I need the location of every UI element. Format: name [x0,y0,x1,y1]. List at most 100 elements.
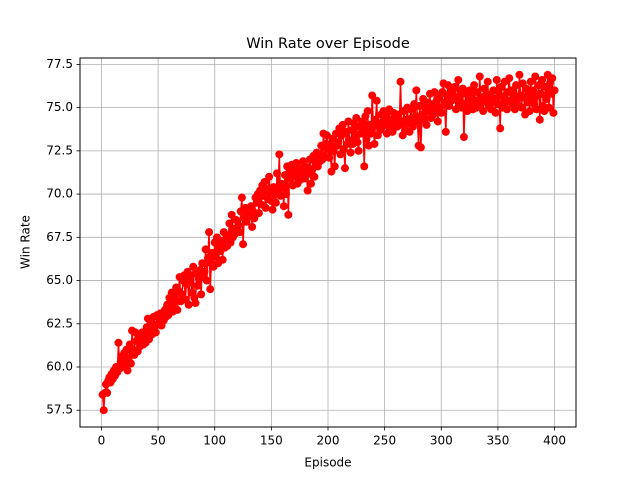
y-tick-label: 72.5 [46,143,73,157]
y-tick-label: 65.0 [46,273,73,287]
data-point [502,105,511,114]
data-point [126,359,135,368]
data-point [531,72,540,81]
data-point [372,96,381,105]
y-tick-label: 75.0 [46,100,73,114]
data-point [103,388,112,397]
data-point [278,183,287,192]
data-point [211,252,220,261]
data-point [459,133,468,142]
data-point [367,129,376,138]
data-point [235,228,244,237]
data-point [250,214,259,223]
x-tick-label: 200 [317,434,340,448]
data-point [412,86,421,95]
x-tick-label: 400 [543,434,566,448]
data-point [517,103,526,112]
y-tick-label: 62.5 [46,316,73,330]
data-point [515,70,524,79]
data-point [526,77,535,86]
data-point [529,86,538,95]
data-point [454,75,463,84]
data-point [268,205,277,214]
data-point [260,177,269,186]
data-point [284,210,293,219]
data-point [444,81,453,90]
data-point [470,81,479,90]
data-point [261,203,270,212]
data-point [544,103,553,112]
data-point [310,172,319,181]
data-point [532,105,541,114]
data-point [99,406,108,415]
data-point [549,108,558,117]
data-point [307,179,316,188]
data-point [396,77,405,86]
x-tick-label: 150 [260,434,283,448]
data-point [450,82,459,91]
plot-area [98,70,559,415]
data-point [548,74,557,83]
x-tick-label: 100 [203,434,226,448]
data-point [346,148,355,157]
data-point [363,107,372,116]
x-tick-label: 300 [430,434,453,448]
data-point [227,210,236,219]
data-point [512,81,521,90]
data-point [550,86,559,95]
data-point [197,290,206,299]
data-point [542,94,551,103]
data-point [201,245,210,254]
data-point [368,91,377,100]
data-point [370,139,379,148]
data-point [491,108,500,117]
chart-title: Win Rate over Episode [246,36,410,52]
data-point [536,89,545,98]
data-point [433,117,442,126]
x-tick-label: 50 [150,434,165,448]
data-point [189,262,198,271]
data-point [303,186,312,195]
data-point [483,77,492,86]
data-point [475,72,484,81]
data-point [492,75,501,84]
x-tick-label: 250 [373,434,396,448]
data-point [525,107,534,116]
y-tick-label: 67.5 [46,230,73,244]
data-point [225,219,234,228]
data-point [413,117,422,126]
data-point [184,300,193,309]
data-point [354,146,363,155]
data-point [347,126,356,135]
data-point [239,240,248,249]
data-point [200,267,209,276]
data-point [114,338,123,347]
data-point [202,276,211,285]
data-point [265,172,274,181]
data-point [535,115,544,124]
data-point [362,134,371,143]
data-point [273,169,282,178]
x-tick-label: 350 [486,434,509,448]
data-point [353,138,362,147]
data-point [185,278,194,287]
data-point [479,107,488,116]
data-point [218,255,227,264]
data-point [334,138,343,147]
data-point [275,150,284,159]
data-point [441,127,450,136]
data-point [430,88,439,97]
data-point [248,222,257,231]
data-point [193,281,202,290]
data-point [538,75,547,84]
data-point [234,221,243,230]
x-tick-label: 0 [98,434,106,448]
data-point [437,108,446,117]
data-point [237,193,246,202]
data-point [408,122,417,131]
data-point [302,171,311,180]
data-point [496,124,505,133]
data-point [271,198,280,207]
